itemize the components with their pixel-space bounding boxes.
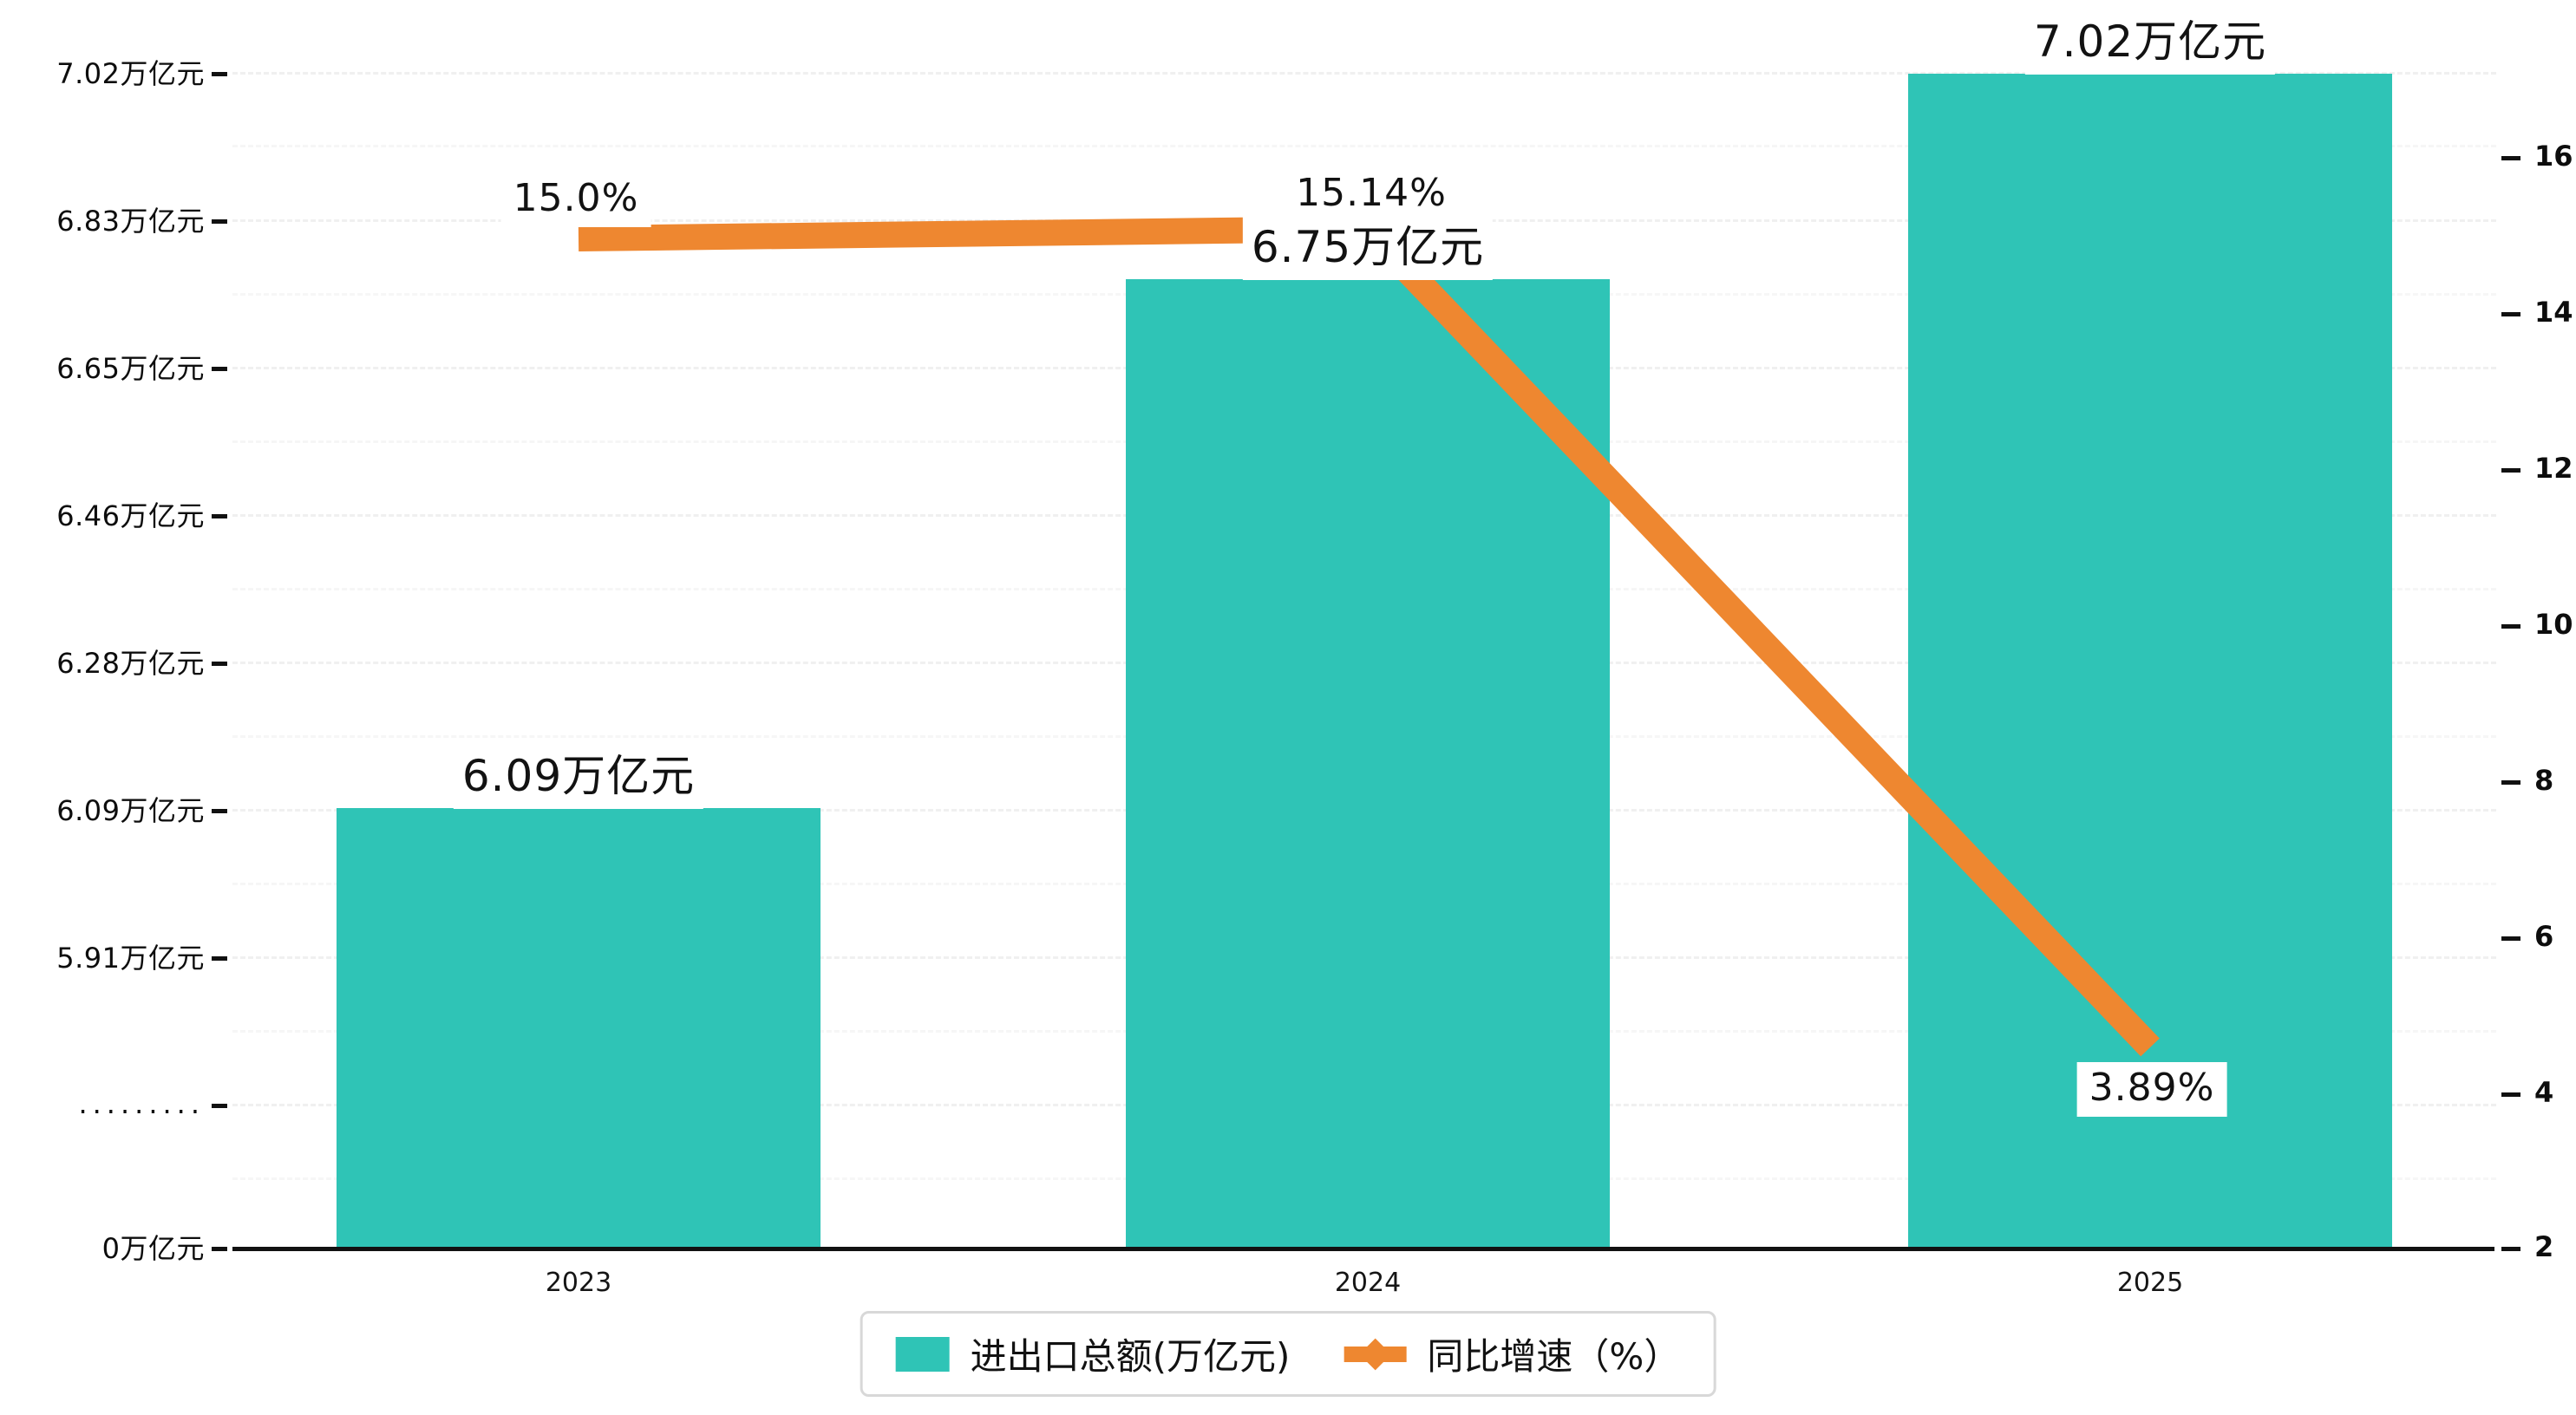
x-axis-line [232, 1247, 2494, 1251]
y-axis-right-tick [2501, 156, 2520, 160]
y-axis-left-tick [212, 956, 227, 961]
y-axis-left-label-zero: 0万亿元 [101, 1232, 205, 1265]
y-axis-left-label: 6.65万亿元 [56, 352, 205, 385]
y-axis-left-tick [212, 367, 227, 371]
line-value-label-2023: 15.0% [500, 173, 651, 227]
line-value-label-2025: 3.89% [2076, 1062, 2227, 1117]
y-axis-right-tick [2501, 624, 2520, 629]
legend-item-growth-rate[interactable]: 同比增速（%） [1344, 1327, 1680, 1380]
y-axis-left-label: 5.91万亿元 [56, 942, 205, 975]
gridline-major [232, 72, 2496, 75]
y-axis-right-label: 6 [2534, 920, 2554, 953]
plot-area: 6.09万亿元 6.75万亿元 7.02万亿元 15.0% 15.14% 3.8… [232, 0, 2496, 1249]
gridline-minor [232, 145, 2496, 147]
y-axis-left-tick [212, 514, 227, 518]
x-axis-label-2024: 2024 [1334, 1268, 1402, 1298]
y-axis-left-label: 6.09万亿元 [56, 794, 205, 827]
y-axis-left-tick [212, 809, 227, 813]
y-axis-left-tick [212, 662, 227, 666]
bar-value-label-2023: 6.09万亿元 [453, 740, 704, 809]
y-axis-right-tick [2501, 780, 2520, 785]
y-axis-left-tick [212, 72, 227, 76]
y-axis-right-label: 10 [2534, 608, 2573, 641]
y-axis-right-tick [2501, 468, 2520, 473]
y-axis-right-label: 2 [2534, 1230, 2554, 1263]
y-axis-right-label: 16 [2534, 140, 2573, 173]
legend-item-import-export-total[interactable]: 进出口总额(万亿元) [895, 1327, 1291, 1380]
y-axis-right-tick [2501, 1092, 2520, 1097]
bar-2023[interactable] [337, 808, 821, 1249]
bar-swatch-icon [895, 1336, 950, 1372]
y-axis-right-tick [2501, 312, 2520, 316]
line-value-label-2024: 15.14% [1284, 167, 1459, 222]
bar-2024[interactable] [1126, 279, 1610, 1249]
y-axis-left-label-placeholder: ......... [78, 1087, 205, 1120]
y-axis-right-tick [2501, 936, 2520, 941]
x-axis-label-2023: 2023 [545, 1268, 612, 1298]
legend-label-import-export-total: 进出口总额(万亿元) [970, 1335, 1291, 1378]
line-diamond-marker-icon [1344, 1337, 1407, 1372]
y-axis-left-label: 6.83万亿元 [56, 205, 205, 238]
y-axis-left-label: 6.46万亿元 [56, 499, 205, 532]
x-axis-label-2025: 2025 [2116, 1268, 2184, 1298]
y-axis-left-label: 7.02万亿元 [56, 57, 205, 90]
y-axis-left-tick [212, 1104, 227, 1108]
y-axis-right-label: 8 [2534, 764, 2554, 797]
y-axis-left-tick [212, 1247, 227, 1251]
y-axis-right-label: 12 [2534, 452, 2573, 485]
y-axis-right-label: 14 [2534, 296, 2573, 329]
legend: 进出口总额(万亿元) 同比增速（%） [860, 1311, 1716, 1397]
y-axis-right-label: 4 [2534, 1076, 2554, 1109]
bar-value-label-2025: 7.02万亿元 [2024, 5, 2276, 75]
y-axis-left-label: 6.28万亿元 [56, 647, 205, 680]
bar-value-label-2024: 6.75万亿元 [1242, 211, 1494, 280]
legend-label-growth-rate: 同比增速（%） [1427, 1335, 1681, 1378]
y-axis-right-tick [2501, 1247, 2520, 1251]
y-axis-left-tick [212, 219, 227, 224]
